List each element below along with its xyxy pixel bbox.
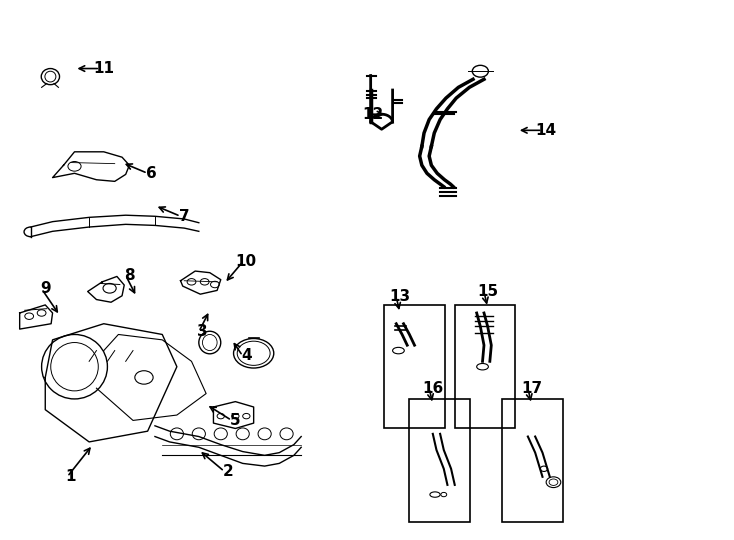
Text: 2: 2	[222, 464, 233, 479]
Text: 8: 8	[124, 268, 134, 283]
Text: 10: 10	[236, 254, 257, 269]
Text: 12: 12	[362, 107, 383, 122]
Text: 4: 4	[241, 348, 252, 363]
Text: 17: 17	[521, 381, 542, 396]
Text: 7: 7	[179, 209, 189, 224]
Text: 3: 3	[197, 325, 208, 339]
Text: 11: 11	[93, 61, 115, 76]
Bar	[384, 305, 445, 428]
Text: 5: 5	[230, 413, 241, 428]
Text: 13: 13	[389, 289, 410, 305]
Text: 6: 6	[146, 166, 156, 181]
Text: 9: 9	[40, 281, 51, 296]
Text: 14: 14	[536, 123, 556, 138]
Bar	[410, 399, 470, 523]
Bar	[455, 305, 515, 428]
Text: 16: 16	[422, 381, 443, 396]
Text: 15: 15	[477, 284, 498, 299]
Text: 1: 1	[65, 469, 76, 484]
Bar	[502, 399, 563, 523]
